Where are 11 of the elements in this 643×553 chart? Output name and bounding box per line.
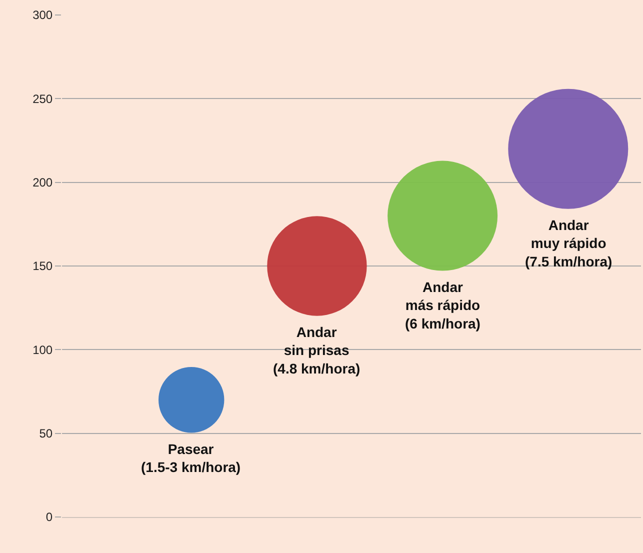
y-tick-label: 200 <box>32 176 53 190</box>
y-tick-label: 100 <box>32 342 53 357</box>
annotation: Andar sin prisas (4.8 km/hora) <box>273 324 360 376</box>
annotation: Andar muy rápido (7.5 km/hora) <box>525 217 612 270</box>
y-tick-label: 150 <box>32 259 53 274</box>
y-tick-label: 300 <box>32 8 53 22</box>
y-tick-label: 50 <box>39 426 53 441</box>
y-tick-label: 0 <box>46 510 53 524</box>
annotation: Pasear (1.5-3 km/hora) <box>141 441 241 476</box>
y-tick-label: 250 <box>32 92 53 106</box>
annotation: Andar más rápido (6 km/hora) <box>405 279 480 332</box>
